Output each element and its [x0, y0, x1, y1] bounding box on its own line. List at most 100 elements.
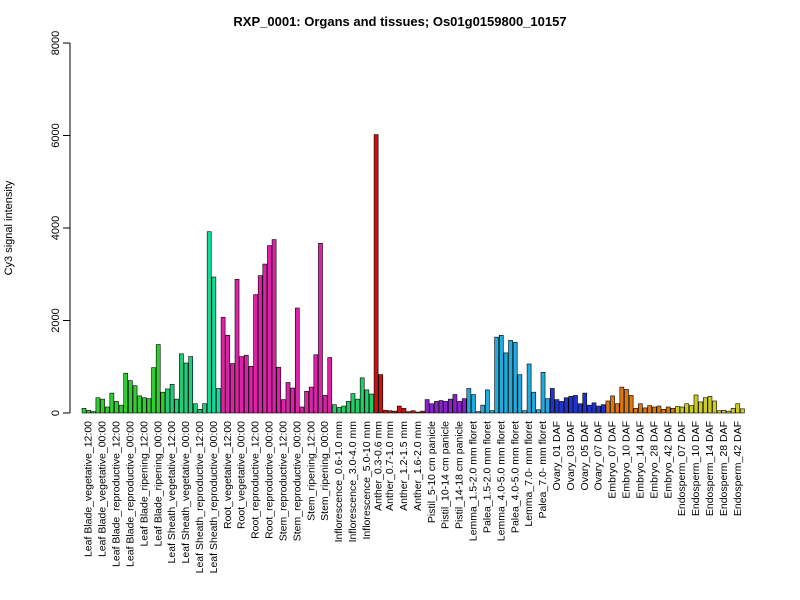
bar: [137, 395, 142, 414]
bar: [308, 386, 314, 414]
bar: [146, 398, 152, 414]
bar: [684, 403, 690, 414]
bar: [721, 409, 727, 414]
bar: [712, 400, 717, 414]
bar: [248, 365, 254, 414]
bar: [536, 409, 541, 414]
bar: [628, 395, 634, 414]
x-tick-label: Leaf Blade_ripening_00:00: [152, 421, 164, 547]
bar: [271, 239, 277, 414]
bar: [531, 391, 537, 414]
bar: [679, 406, 685, 414]
bar: [294, 307, 300, 414]
x-tick-label: Leaf Sheath_vegetative_12:00: [166, 421, 178, 564]
x-tick-label: Leaf Blade_reproductive_00:00: [124, 421, 136, 567]
bar: [369, 393, 374, 414]
x-tick-label: Endosperm_10 DAF: [690, 421, 702, 516]
bar: [661, 408, 666, 414]
bar: [522, 410, 527, 414]
x-tick-label: Endosperm_07 DAF: [676, 421, 688, 516]
bar: [512, 341, 518, 414]
bar: [313, 354, 319, 414]
x-tick-label: Ovary_05 DAF: [579, 421, 591, 490]
bar: [457, 401, 462, 414]
y-tick-label: 6000: [50, 123, 62, 147]
bar: [179, 353, 184, 414]
x-tick-label: Endosperm_42 DAF: [732, 421, 744, 516]
bar: [582, 392, 588, 414]
bar: [392, 410, 397, 414]
x-tick-label: Embryo_42 DAF: [662, 421, 674, 499]
bar: [364, 389, 370, 414]
bar: [373, 134, 379, 414]
bar: [605, 400, 611, 414]
x-tick-label: Embryo_28 DAF: [648, 421, 660, 499]
bar: [304, 390, 309, 414]
bar: [730, 408, 736, 414]
bar: [318, 242, 323, 414]
x-axis-tick-labels: Leaf Blade_vegetative_12:00 Leaf Blade_ve…: [83, 421, 744, 574]
y-tick-label: 0: [50, 410, 62, 416]
bar: [600, 404, 606, 414]
bar: [526, 363, 532, 414]
x-tick-label: Leaf Blade_vegetative_00:00: [97, 421, 109, 557]
bar: [192, 403, 198, 414]
x-tick-label: Leaf Sheath_reproductive_12:00: [194, 421, 206, 574]
bar: [647, 405, 652, 414]
bar: [443, 401, 448, 414]
bar: [290, 387, 295, 414]
x-tick-label: Anther_1.2-1.5 mm: [398, 421, 410, 511]
bar: [155, 344, 161, 414]
bar: [494, 336, 499, 414]
bar: [503, 352, 509, 414]
bar: [225, 334, 231, 414]
x-tick-label: Leaf Sheath_reproductive_00:00: [208, 421, 220, 574]
x-tick-label: Stem_ripening_12:00: [305, 421, 317, 521]
bar: [95, 397, 101, 414]
bar: [577, 403, 583, 414]
x-tick-label: Embryo_14 DAF: [634, 421, 646, 499]
bar: [689, 405, 694, 414]
bar: [216, 388, 221, 414]
bar: [387, 410, 393, 414]
x-tick-label: Inflorescence_0.6-1.0 mm: [333, 421, 345, 543]
bar: [169, 384, 175, 414]
bar: [211, 276, 217, 414]
bar: [549, 388, 555, 414]
bar: [257, 275, 263, 414]
bar: [498, 334, 504, 414]
bar: [151, 367, 156, 414]
chart-title: RXP_0001: Organs and tissues; Os01g01598…: [233, 14, 566, 29]
x-tick-label: Embryo_10 DAF: [621, 421, 633, 499]
x-tick-label: Lemma_7.0- mm floret: [523, 421, 535, 527]
bar: [206, 231, 212, 414]
bar: [568, 396, 574, 414]
bar: [123, 372, 129, 414]
x-tick-label: Lemma_4.0-5.0 mm floret: [495, 421, 507, 541]
x-tick-label: Palea_4.0-5.0 mm floret: [509, 421, 521, 533]
bar: [438, 400, 444, 414]
bar: [132, 385, 138, 414]
bar: [693, 394, 699, 414]
bar: [299, 406, 305, 414]
bar: [619, 386, 625, 414]
bar: [735, 403, 741, 414]
bar: [322, 395, 328, 414]
bar: [355, 398, 360, 414]
x-tick-label: Pistil_10-14 cm panicle: [440, 421, 452, 529]
bar: [253, 294, 258, 414]
x-tick-label: Root_vegetative_00:00: [236, 421, 248, 529]
x-tick-label: Anther_0.3-0.6 mm: [373, 421, 385, 511]
bar: [415, 411, 421, 414]
x-tick-label: Stem_reproductive_12:00: [277, 421, 289, 541]
y-tick-label: 8000: [50, 31, 62, 55]
bar: [104, 406, 110, 414]
bar: [633, 408, 639, 414]
x-tick-label: Stem_reproductive_00:00: [291, 421, 303, 541]
bar: [336, 407, 342, 414]
bar: [434, 401, 439, 414]
bar: [429, 403, 435, 414]
bar: [86, 409, 91, 414]
bar: [174, 398, 180, 414]
x-tick-label: Ovary_01 DAF: [551, 421, 563, 490]
